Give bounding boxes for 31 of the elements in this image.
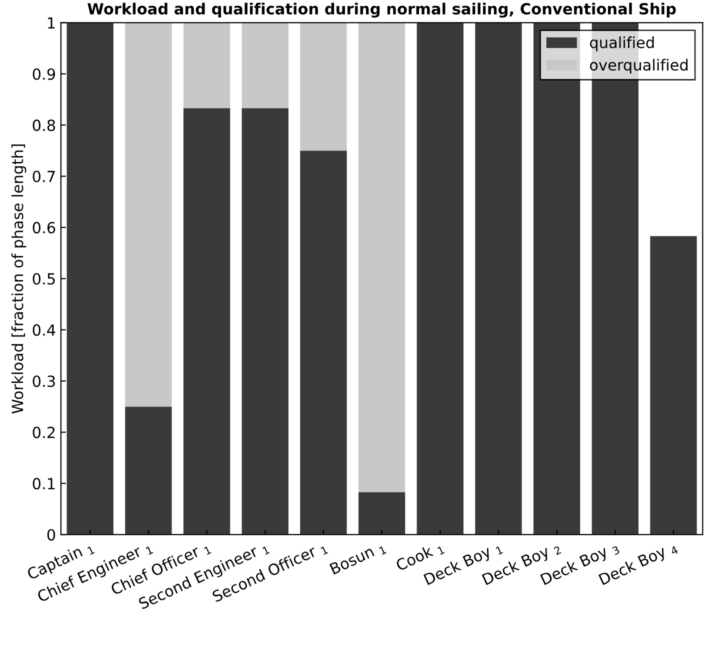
bar — [242, 108, 288, 535]
y-tick-label: 0.6 — [32, 222, 56, 234]
bar — [650, 236, 697, 535]
y-tick-label: 0.8 — [32, 120, 56, 132]
bar — [416, 22, 464, 535]
y-tick-label: 0.4 — [32, 324, 56, 336]
chart-title: Workload and qualification during normal sailing, Conventional Ship — [88, 2, 676, 18]
y-tick-label: 0.7 — [32, 170, 55, 182]
y-tick-label: 0.3 — [32, 375, 55, 388]
y-tick-label: 1 — [48, 17, 55, 28]
legend-label: overqualified — [590, 58, 688, 74]
y-tick-label: 0.9 — [32, 68, 56, 80]
bar — [125, 406, 172, 535]
bar — [358, 492, 406, 535]
bar — [358, 22, 406, 492]
y-tick-label: 0 — [47, 529, 56, 541]
y-tick-label: 0.2 — [32, 426, 55, 438]
x-tick-label: Bosun $_{1}$ — [329, 540, 386, 577]
bar — [183, 108, 230, 535]
bar — [300, 22, 347, 151]
y-axis-title: Workload [fraction of phase length] — [11, 144, 26, 414]
bar — [183, 22, 230, 108]
legend-label: qualified — [590, 36, 654, 52]
bar — [533, 22, 580, 535]
bar — [475, 22, 522, 535]
bar — [125, 22, 172, 407]
y-tick-label: 0.5 — [32, 273, 55, 285]
bar — [300, 150, 347, 535]
y-tick-label: 0.1 — [32, 478, 55, 490]
bar — [242, 22, 288, 108]
bar — [66, 22, 114, 535]
